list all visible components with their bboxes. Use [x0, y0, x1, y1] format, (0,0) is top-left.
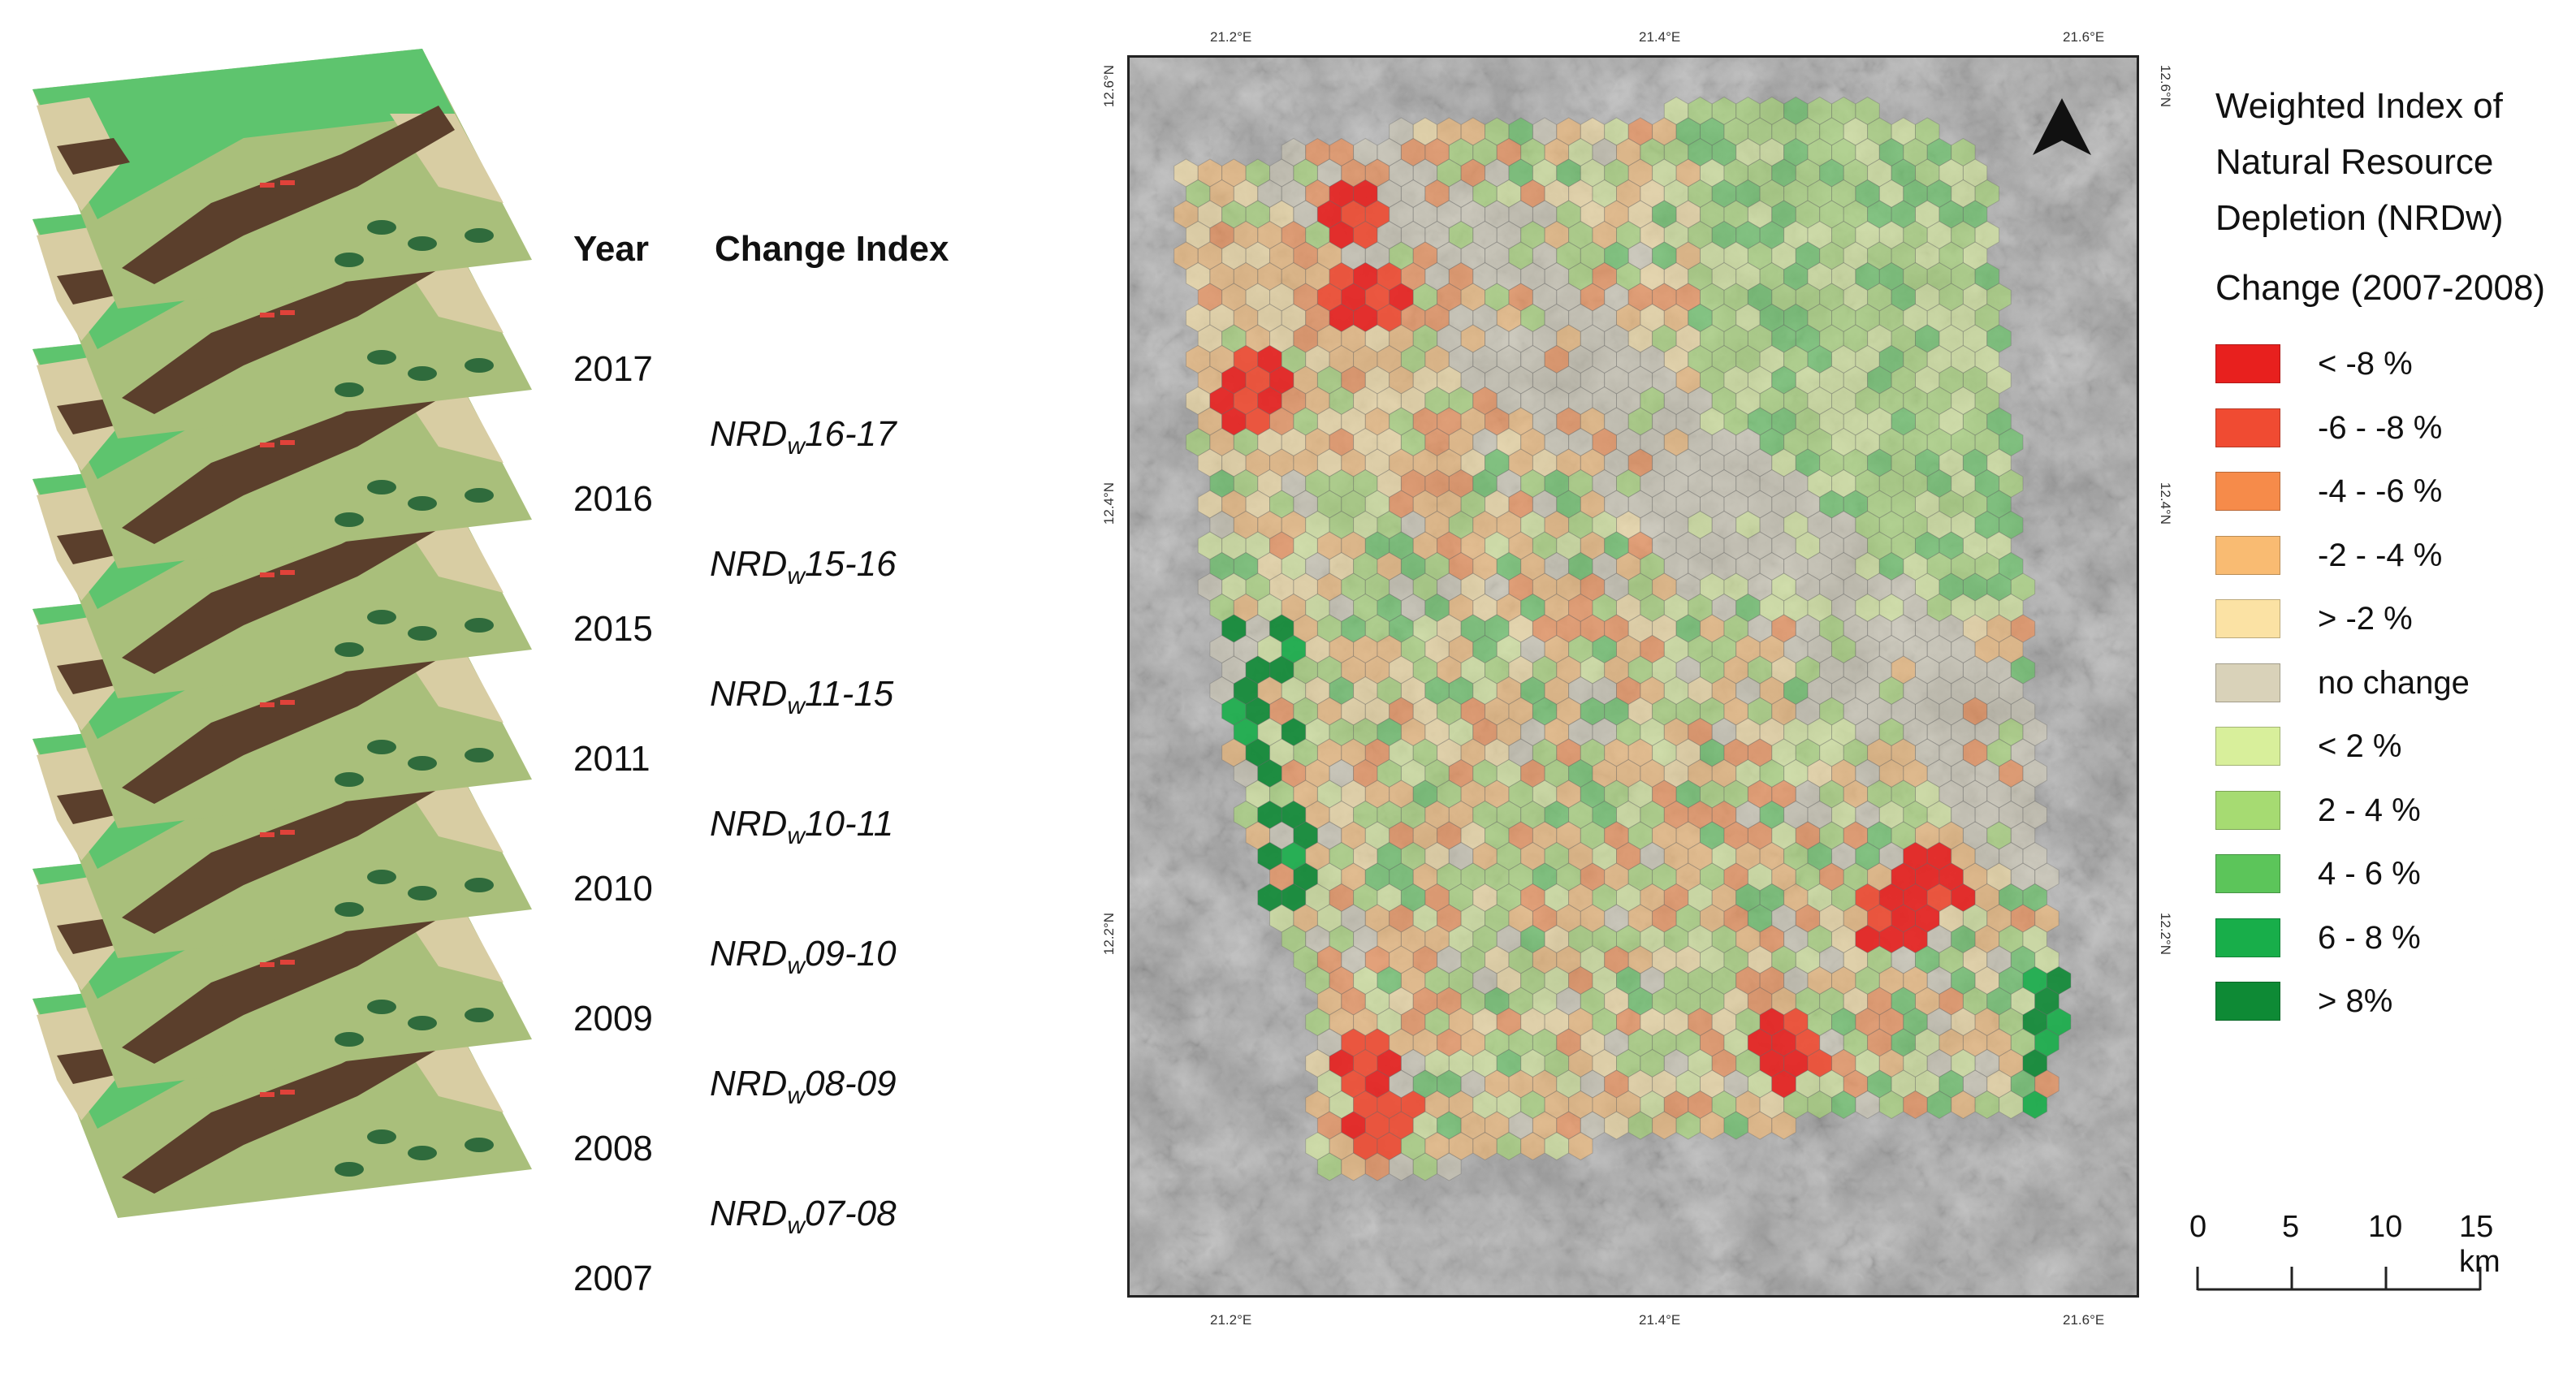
- year-label: 2007: [573, 1259, 653, 1298]
- hexagon-grid: [1173, 96, 2072, 1181]
- year-label: 2010: [573, 869, 653, 909]
- land-cover-layer: [32, 49, 532, 309]
- change-index-label: NRDw11-15: [710, 674, 894, 719]
- graticule-tick-label: 12.4°N: [2158, 482, 2174, 525]
- scale-label: 15 km: [2459, 1210, 2500, 1279]
- scale-label: 10: [2368, 1210, 2403, 1244]
- graticule-tick-label: 12.6°N: [2158, 64, 2174, 108]
- scale-bar: 0 5 10 15 km: [2185, 1210, 2542, 1299]
- year-layer-stack: [32, 49, 532, 1218]
- graticule-tick-label: 12.2°N: [2158, 912, 2174, 956]
- legend-title-line: Natural Resource: [2215, 142, 2494, 182]
- year-header: Year: [573, 229, 649, 269]
- legend-swatch: [2215, 663, 2280, 702]
- hexagon-change-map: [1130, 58, 2137, 1295]
- legend-title: Weighted Index of Natural Resource Deple…: [2215, 78, 2504, 246]
- legend-swatch: [2215, 472, 2280, 511]
- graticule-tick-label: 21.4°E: [1639, 1312, 1681, 1328]
- change-index-header: Change Index: [715, 229, 949, 269]
- legend-label: 2 - 4 %: [2318, 792, 2421, 828]
- graticule-tick-label: 21.2°E: [1210, 1312, 1252, 1328]
- year-label: 2011: [573, 739, 650, 779]
- map-frame: [1127, 55, 2139, 1298]
- year-label: 2017: [573, 349, 653, 389]
- legend-label: < -8 %: [2318, 346, 2413, 382]
- legend-label: > -2 %: [2318, 601, 2413, 637]
- graticule-tick-label: 12.6°N: [1101, 64, 1117, 108]
- change-index-label: NRDw08-09: [710, 1064, 897, 1109]
- year-label: 2008: [573, 1129, 653, 1168]
- change-index-label: NRDw15-16: [710, 544, 897, 590]
- scale-label: 0: [2189, 1210, 2207, 1244]
- year-label: 2009: [573, 999, 653, 1039]
- graticule-tick-label: 12.4°N: [1101, 482, 1117, 525]
- change-index-label: NRDw10-11: [710, 804, 894, 849]
- legend-label: 6 - 8 %: [2318, 919, 2421, 956]
- legend-label: 4 - 6 %: [2318, 856, 2421, 892]
- change-index-label: NRDw07-08: [710, 1194, 897, 1239]
- legend-swatch: [2215, 727, 2280, 766]
- legend-label: > 8%: [2318, 983, 2393, 1019]
- legend-swatch: [2215, 599, 2280, 638]
- legend-swatch: [2215, 344, 2280, 383]
- legend-label: -6 - -8 %: [2318, 409, 2443, 446]
- change-index-label: NRDw09-10: [710, 934, 897, 979]
- legend-swatch: [2215, 982, 2280, 1021]
- north-arrow-icon: [2033, 98, 2091, 155]
- legend-label: no change: [2318, 664, 2470, 701]
- legend-label: -4 - -6 %: [2318, 473, 2443, 509]
- scale-label: 5: [2282, 1210, 2300, 1244]
- graticule-tick-label: 21.6°E: [2063, 29, 2105, 45]
- legend-title-line: Weighted Index of: [2215, 86, 2503, 126]
- legend-swatch: [2215, 854, 2280, 893]
- graticule-tick-label: 12.2°N: [1101, 912, 1117, 956]
- legend-title-line: Depletion (NRDw): [2215, 198, 2504, 238]
- legend-swatch: [2215, 535, 2280, 575]
- graticule-tick-label: 21.2°E: [1210, 29, 1252, 45]
- legend-swatch: [2215, 408, 2280, 447]
- graticule-tick-label: 21.4°E: [1639, 29, 1681, 45]
- legend-label: < 2 %: [2318, 728, 2402, 764]
- year-label: 2016: [573, 479, 653, 519]
- legend-subtitle: Change (2007-2008): [2215, 268, 2546, 308]
- legend-swatch: [2215, 918, 2280, 957]
- year-label: 2015: [573, 609, 653, 649]
- legend-label: -2 - -4 %: [2318, 537, 2443, 573]
- graticule-tick-label: 21.6°E: [2063, 1312, 2105, 1328]
- legend-swatch: [2215, 790, 2280, 830]
- change-index-label: NRDw16-17: [710, 414, 897, 460]
